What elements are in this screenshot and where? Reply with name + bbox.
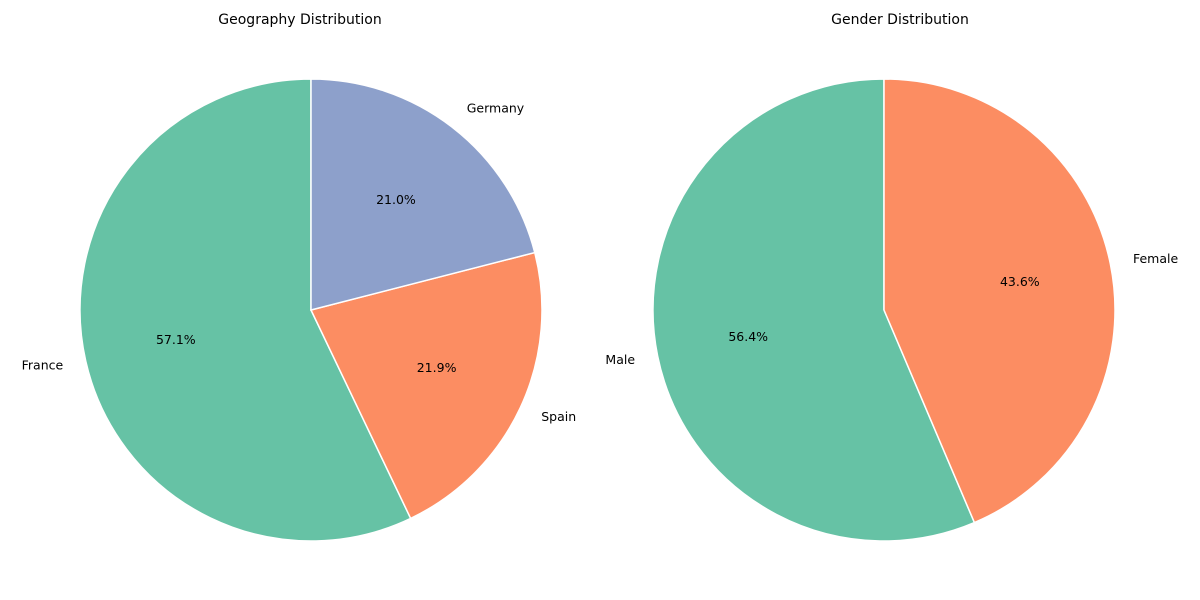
geography-pie-chart: France 57.1% Spain 21.9% Germany 21.0% [22, 78, 576, 542]
pie-slice-male [652, 78, 976, 542]
slice-percent-label: 56.4% [728, 329, 768, 344]
chart-title: Geography Distribution [218, 12, 382, 28]
pie-slice-spain [309, 251, 543, 520]
slice-label: Male [605, 352, 635, 367]
gender-pie-chart: Male 56.4% Female 43.6% [605, 78, 1179, 542]
slice-label: Spain [541, 409, 576, 424]
slice-label: Female [1133, 251, 1179, 266]
slice-label: Germany [467, 101, 525, 116]
slice-percent-label: 57.1% [156, 332, 196, 347]
slice-percent-label: 43.6% [1000, 274, 1040, 289]
pie-slice-female [883, 78, 1116, 524]
pie-slice-germany [310, 78, 536, 311]
slice-percent-label: 21.0% [376, 192, 416, 207]
slice-label: France [22, 358, 64, 373]
geography-pie-panel: Geography Distribution France 57.1% Spain 2… [22, 12, 576, 542]
pie-slice-france [79, 78, 412, 542]
gender-pie-panel: Gender Distribution Male 56.4% Female 43.6% [600, 0, 1200, 600]
chart-title: Gender Distribution [831, 12, 969, 28]
slice-percent-label: 21.9% [417, 360, 457, 375]
